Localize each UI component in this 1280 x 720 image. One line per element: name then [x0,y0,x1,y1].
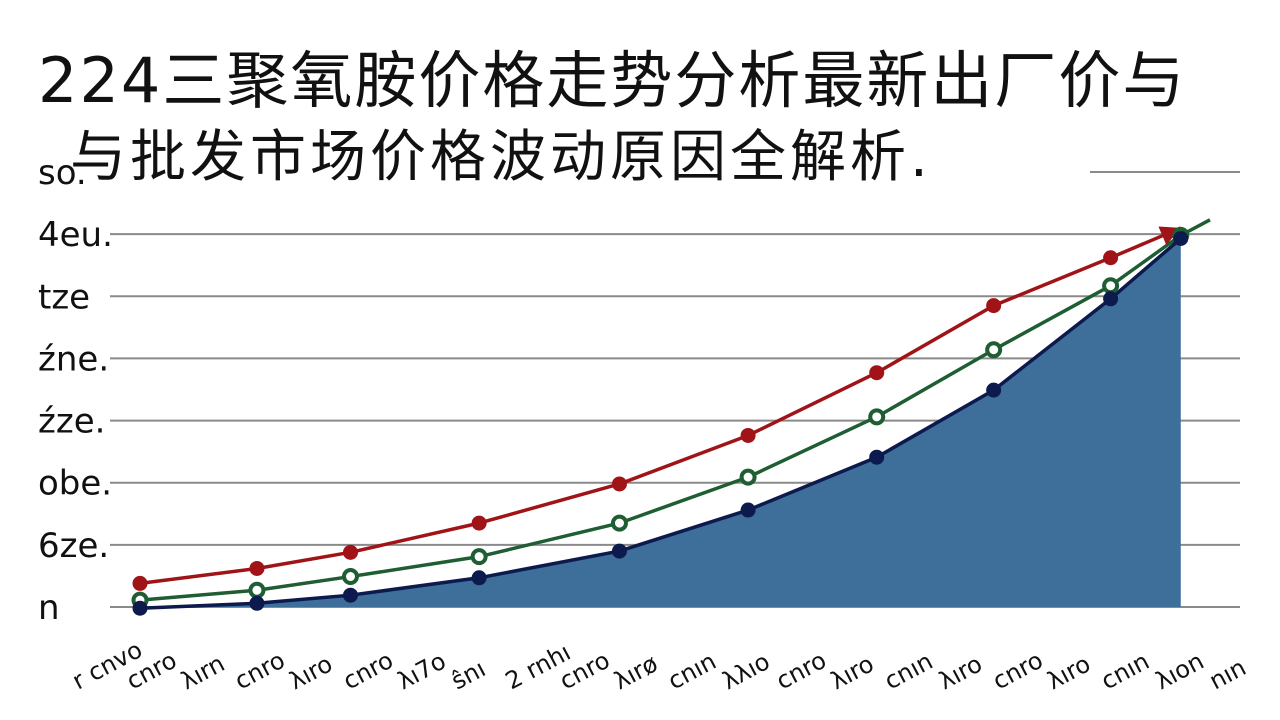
series-point [869,449,885,465]
series-point [132,575,148,591]
x-tick-label: nın [1205,653,1251,695]
series-point [611,543,627,559]
series-line-2 [139,237,1182,610]
x-tick-label: λıro [934,649,987,695]
y-tick-label: 4eu. [38,215,113,255]
x-tick-label: cnın [663,647,721,695]
series-point [1103,250,1119,266]
x-tick-label: cnro [988,646,1047,695]
series-point [471,570,487,586]
x-tick-label: cnro [338,646,397,695]
chart-title-line-1: 224三聚氧胺价格走势分析最新出厂价与 [38,44,1187,117]
series-point [986,382,1002,398]
series-point [132,600,148,616]
series-area-fill [140,238,1181,609]
series-markers [131,226,1190,616]
series-point [341,568,359,586]
y-tick-label: źne. [38,339,109,379]
x-tick-label: cnın [880,647,938,695]
series-point [986,298,1002,314]
chart-title-line-2: 与批发市场价格波动原因全解析. [70,125,932,190]
series-point [471,515,487,531]
x-tick-label: ŝnı [447,654,491,695]
y-axis-tick-labels: n 6ze. obe. źze. źne. tze 4eu. so. [38,153,113,628]
x-tick-label: cnro [772,646,831,695]
series-point [1102,277,1120,295]
series-point [739,468,757,486]
series-point [611,476,627,492]
x-tick-label: λıro [284,649,337,695]
series-point [248,581,266,599]
area-fill-layer [140,238,1181,609]
y-tick-label: źze. [38,402,105,442]
x-tick-label: cnro [230,646,289,695]
series-point [869,365,885,381]
x-tick-label: λırn [176,649,229,695]
series-point [249,560,265,576]
series-point [868,408,886,426]
y-tick-label: tze [38,277,90,317]
y-tick-label: so. [38,153,87,193]
series-point [1103,291,1119,307]
x-tick-label: λıro [1042,649,1095,695]
series-point [342,587,358,603]
y-tick-label: 6ze. [38,526,109,566]
series-point [1173,230,1189,246]
x-tick-label: λıon [1151,647,1209,696]
x-tick-label: λı7o [393,647,451,696]
series-point [740,502,756,518]
series-line-0 [139,226,1182,586]
series-point [985,341,1003,359]
y-tick-label: n [38,588,60,628]
x-tick-label: λırø [609,649,662,695]
y-tick-label: obe. [38,464,112,504]
series-point [249,595,265,611]
series-point [610,514,628,532]
x-tick-label: λıro [826,649,879,695]
series-point [740,427,756,443]
series-point [470,548,488,566]
series-point [342,544,358,560]
x-tick-label: λλıo [717,647,774,695]
x-tick-label: cnın [1096,647,1154,695]
